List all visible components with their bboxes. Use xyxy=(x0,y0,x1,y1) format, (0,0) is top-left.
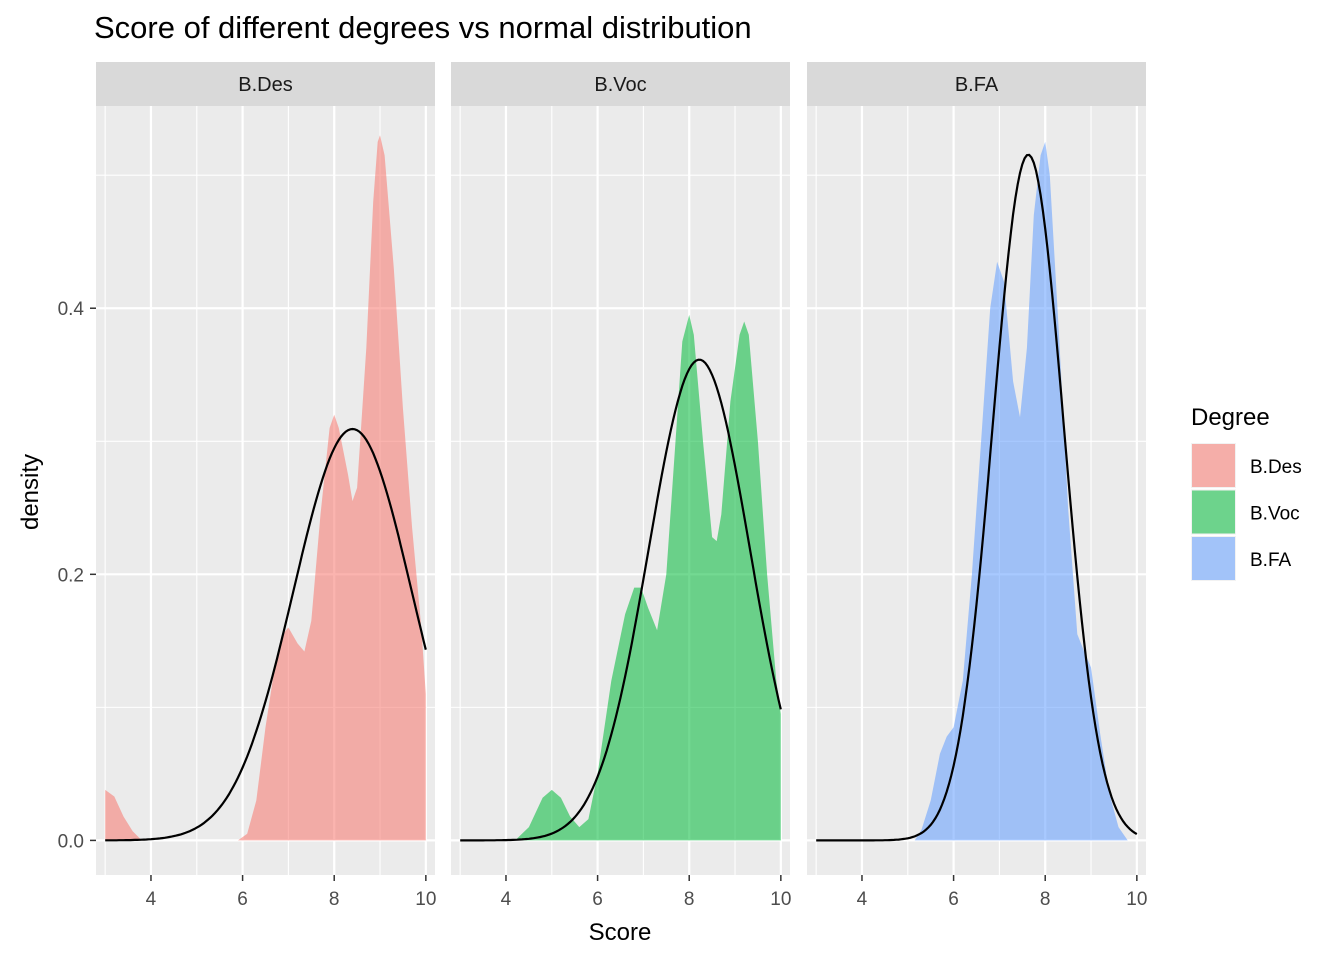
facet-strip-label: B.Voc xyxy=(594,74,646,96)
facet-panel: B.Des 4 6 8 10 xyxy=(96,62,436,910)
x-tick-label: 4 xyxy=(146,889,157,910)
x-tick-label: 8 xyxy=(684,889,695,910)
legend-swatch xyxy=(1192,490,1235,534)
x-tick-label: 6 xyxy=(592,889,603,910)
normal-curve xyxy=(460,358,782,842)
x-tick-label: 6 xyxy=(948,889,959,910)
normal-curve xyxy=(816,153,1138,842)
facet-panel: B.FA 4 6 8 10 xyxy=(807,62,1147,910)
facet-strip xyxy=(96,62,435,106)
y-tick-label: 0.0 xyxy=(58,831,84,852)
legend: Degree B.Des B.Voc B.FA xyxy=(1191,404,1302,581)
facet-strip xyxy=(807,62,1146,106)
legend-swatch xyxy=(1192,444,1235,487)
facet-strip-label: B.FA xyxy=(955,74,999,96)
legend-label: B.Voc xyxy=(1250,504,1300,525)
x-tick-label: 10 xyxy=(1126,889,1147,910)
facet-panel: B.Voc 4 6 8 10 xyxy=(451,62,791,910)
density-area xyxy=(914,141,1128,841)
legend-label: B.FA xyxy=(1250,550,1292,571)
legend-swatch xyxy=(1192,537,1235,580)
y-axis: 0.0 0.2 0.4 xyxy=(58,299,96,852)
y-axis-title: density xyxy=(17,454,44,530)
legend-title: Degree xyxy=(1191,404,1270,431)
x-tick-label: 10 xyxy=(770,889,791,910)
x-tick-label: 4 xyxy=(501,889,512,910)
x-tick-label: 8 xyxy=(329,889,340,910)
x-tick-label: 4 xyxy=(857,889,868,910)
x-tick-label: 6 xyxy=(237,889,248,910)
facet-strip xyxy=(451,62,790,106)
x-axis-title: Score xyxy=(589,919,652,946)
density-area xyxy=(105,135,426,841)
facet-strip-label: B.Des xyxy=(238,74,292,96)
x-tick-label: 8 xyxy=(1040,889,1051,910)
normal-curve xyxy=(105,427,427,842)
legend-label: B.Des xyxy=(1250,457,1302,478)
density-area xyxy=(515,314,781,841)
y-tick-label: 0.2 xyxy=(58,565,84,586)
chart-title: Score of different degrees vs normal dis… xyxy=(94,10,752,45)
y-tick-label: 0.4 xyxy=(58,299,85,320)
x-tick-label: 10 xyxy=(415,889,436,910)
panels: B.Des 4 6 8 10 B.Voc 4 6 8 10 B.FA 4 6 8 10 xyxy=(96,62,1147,910)
